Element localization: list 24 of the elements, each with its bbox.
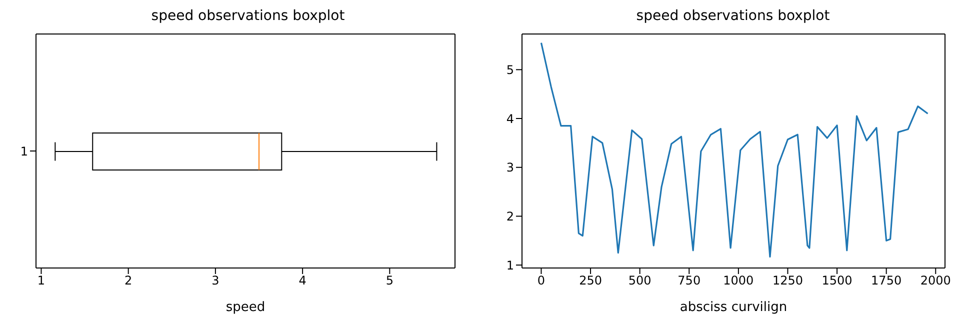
x-tick-label: 1750 — [871, 274, 902, 288]
x-tick-label: 250 — [579, 274, 602, 288]
x-tick-label: 2000 — [920, 274, 951, 288]
x-axis-title: speed — [226, 300, 266, 315]
x-tick-label: 1250 — [772, 274, 804, 288]
y-tick-label: 2 — [506, 209, 514, 224]
y-tick-label: 4 — [506, 112, 514, 126]
x-axis-title: absciss curvilign — [680, 300, 788, 315]
chart-title: speed observations boxplot — [150, 8, 346, 26]
y-tick-label: 5 — [506, 62, 514, 77]
y-tick-label: 3 — [506, 160, 514, 175]
x-tick-label: 3 — [212, 274, 220, 288]
x-tick-label: 5 — [386, 274, 394, 288]
y-tick-label: 1 — [506, 258, 514, 272]
x-tick-label: 500 — [628, 274, 652, 288]
x-tick-label: 1000 — [723, 274, 754, 288]
line-series — [540, 42, 929, 258]
x-tick-label: 4 — [298, 274, 306, 288]
x-tick-label: 750 — [678, 274, 701, 288]
x-tick-label: 1500 — [822, 274, 852, 288]
x-tick-label: 1 — [37, 274, 46, 288]
chart-title: speed observations boxplot — [635, 8, 831, 26]
x-tick-label: 2 — [124, 274, 132, 288]
x-tick-label: 0 — [537, 274, 546, 288]
